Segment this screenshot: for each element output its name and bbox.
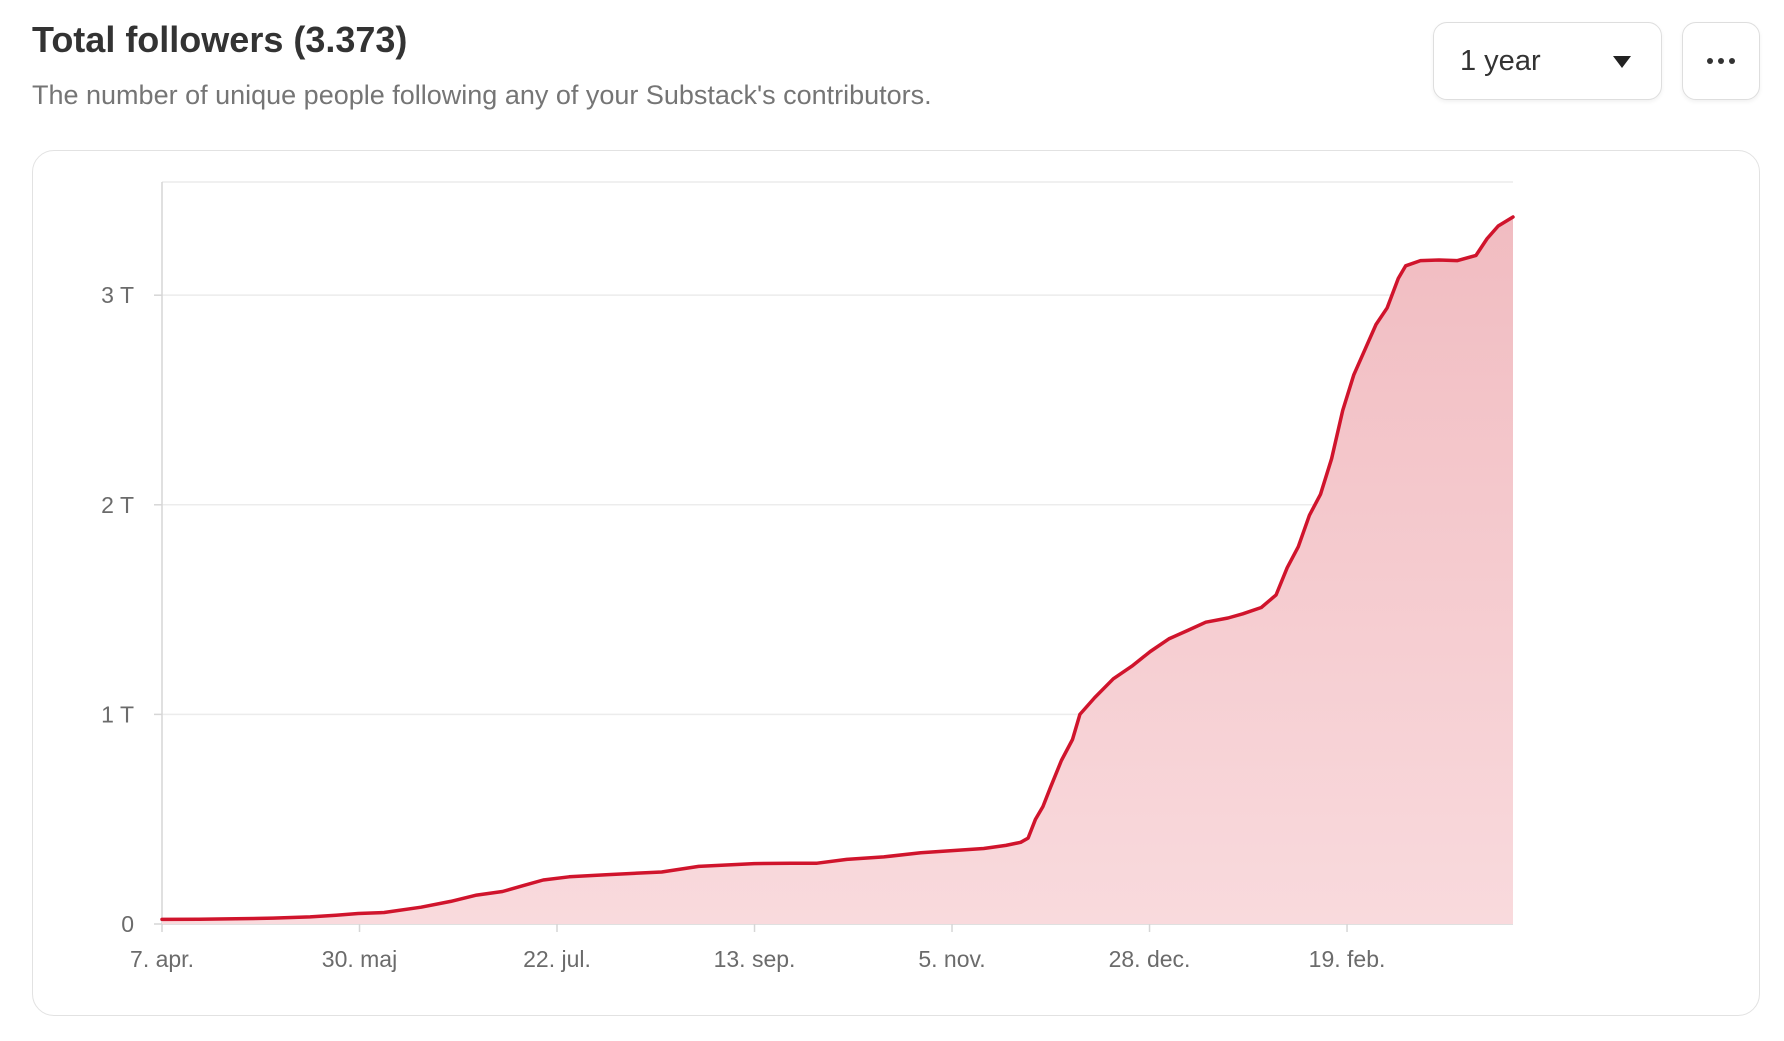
tick-labels: 0 1 T 2 T 3 T 7. apr. 30. maj 22. jul. 13. sep.… bbox=[101, 282, 1385, 972]
time-range-value: 1 year bbox=[1460, 44, 1541, 77]
x-tick-label: 13. sep. bbox=[714, 946, 796, 972]
x-tick-label: 19. feb. bbox=[1309, 946, 1386, 972]
x-tick-label: 30. maj bbox=[322, 946, 397, 972]
x-tick-label: 5. nov. bbox=[918, 946, 985, 972]
chart-header: Total followers (3.373) The number of un… bbox=[32, 16, 932, 110]
chart-title: Total followers (3.373) bbox=[32, 19, 408, 60]
chart-subtitle: The number of unique people following an… bbox=[32, 80, 932, 110]
x-tick-label: 7. apr. bbox=[130, 946, 194, 972]
more-options-button[interactable] bbox=[1682, 22, 1760, 100]
followers-area-chart: 0 1 T 2 T 3 T 7. apr. 30. maj 22. jul. 13. sep.… bbox=[101, 181, 1515, 972]
y-tick-label: 0 bbox=[121, 911, 134, 937]
series-layer bbox=[160, 215, 1515, 924]
series-line bbox=[160, 215, 1515, 922]
x-tick-label: 22. jul. bbox=[523, 946, 591, 972]
time-range-select[interactable]: 1 year bbox=[1433, 22, 1662, 100]
y-tick-label: 1 T bbox=[101, 701, 134, 727]
chart-card: 0 1 T 2 T 3 T 7. apr. 30. maj 22. jul. 13. sep.… bbox=[32, 150, 1760, 1016]
series-area bbox=[162, 217, 1513, 924]
x-tick-label: 28. dec. bbox=[1109, 946, 1191, 972]
more-horizontal-icon bbox=[1707, 58, 1735, 64]
y-tick-label: 2 T bbox=[101, 492, 134, 518]
caret-down-icon bbox=[1613, 56, 1631, 68]
y-tick-label: 3 T bbox=[101, 282, 134, 308]
